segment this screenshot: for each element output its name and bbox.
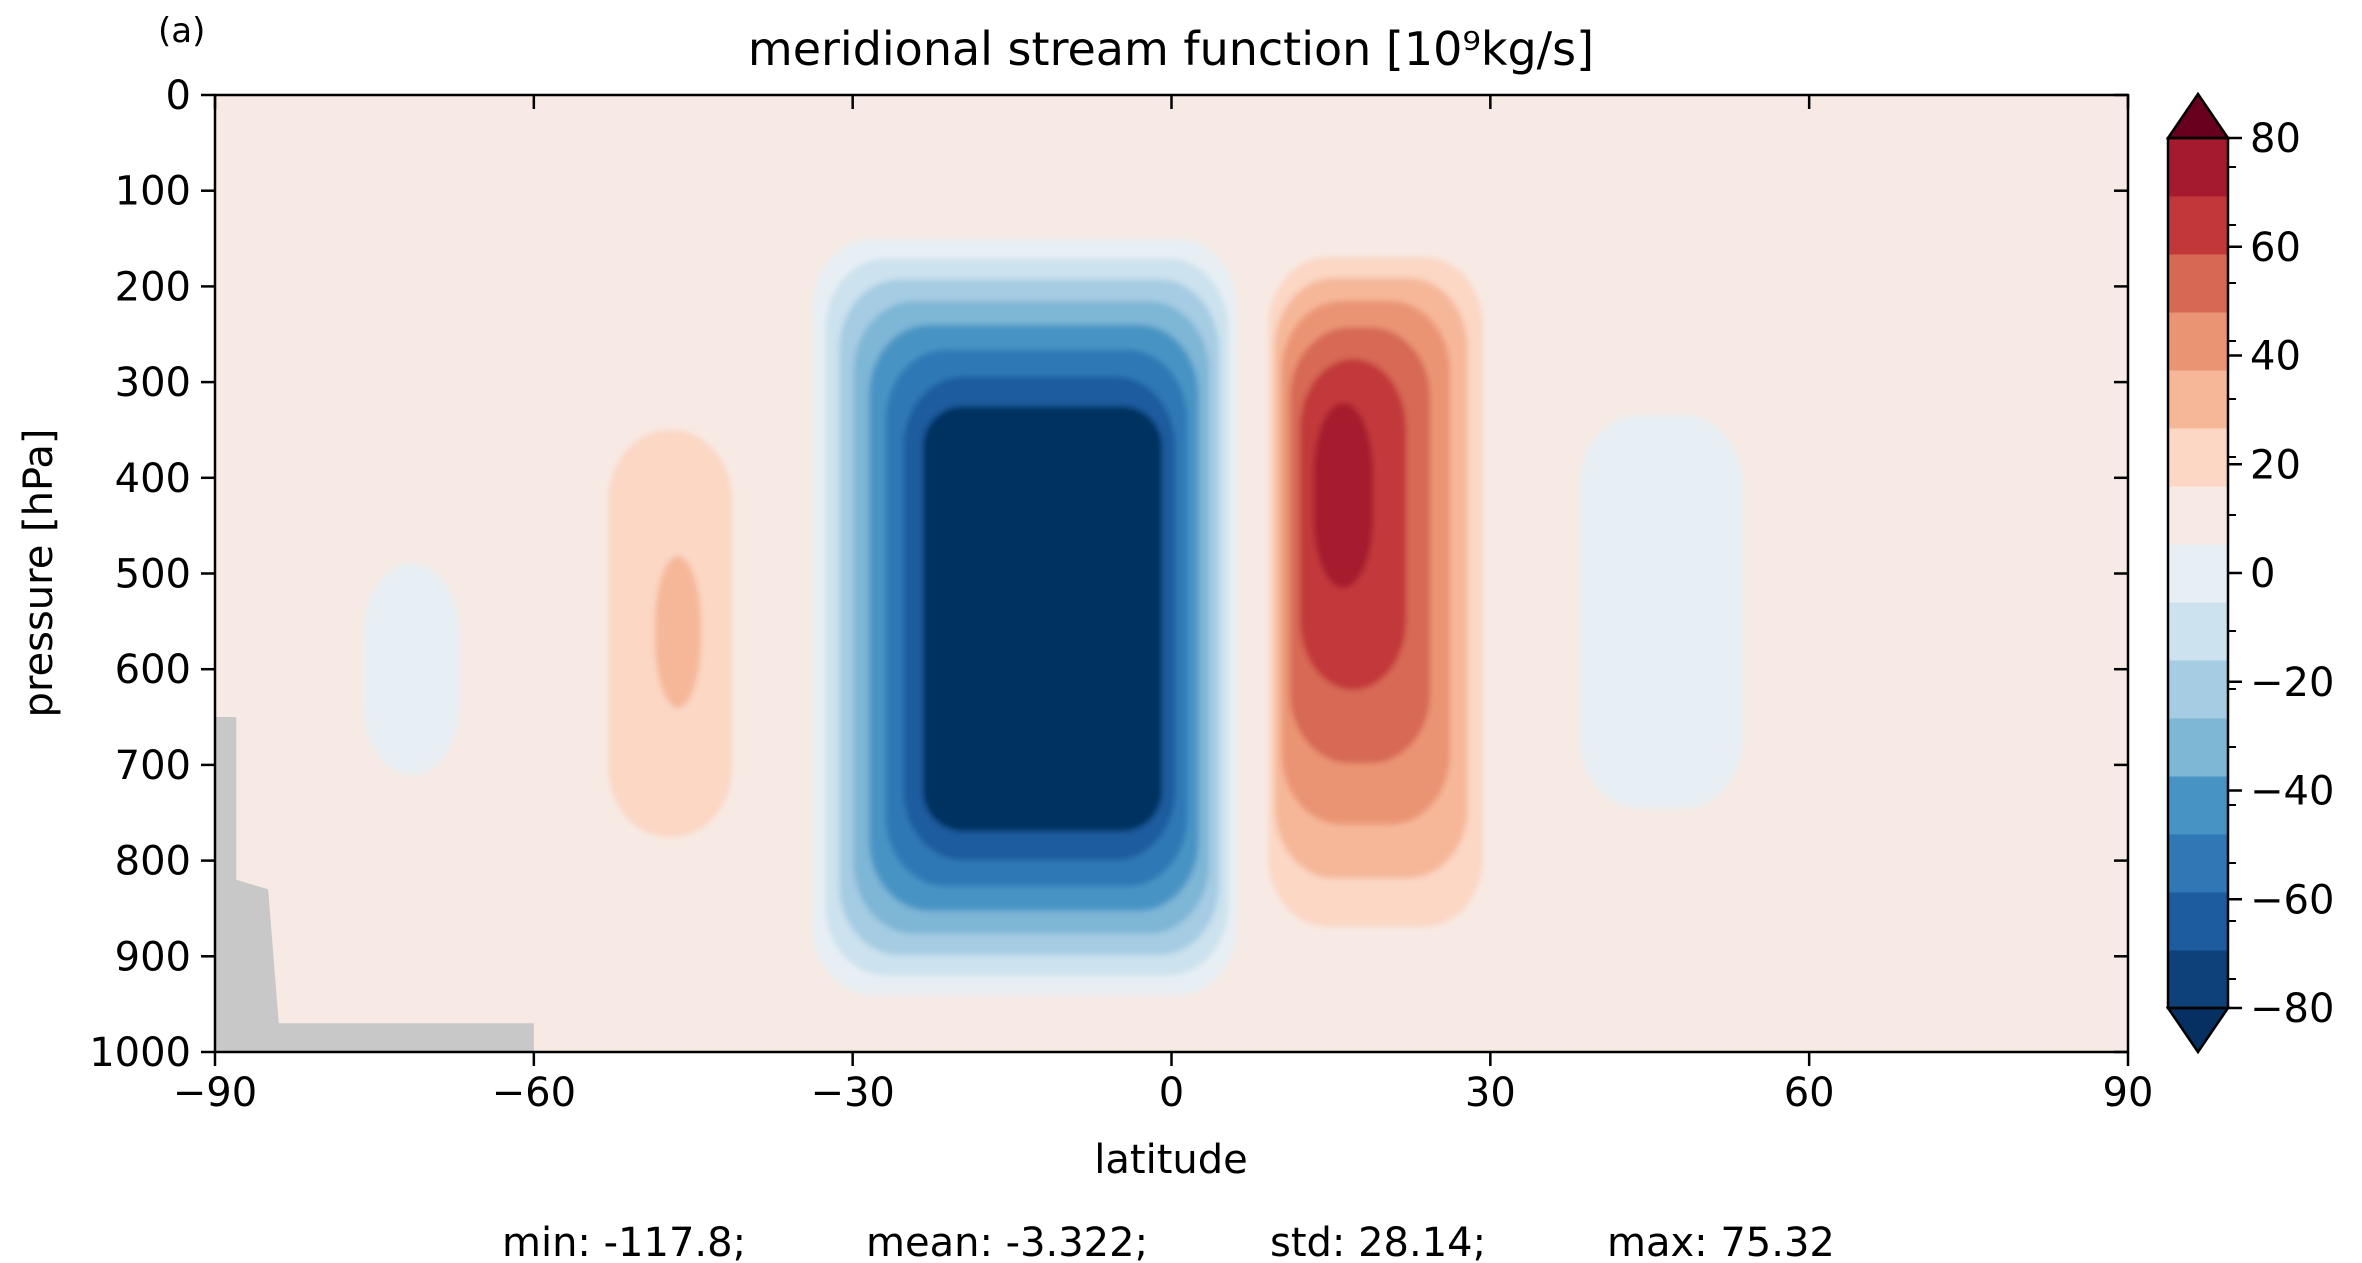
chart-title: meridional stream function [10⁹kg/s] bbox=[748, 22, 1594, 76]
cell-southern-hadley-negative bbox=[812, 238, 1238, 996]
y-tick-label: 1000 bbox=[89, 1030, 191, 1076]
colorbar-tick-label: 80 bbox=[2250, 116, 2301, 162]
colorbar-extend-high bbox=[2165, 91, 2231, 140]
colorbar-tick-label: 60 bbox=[2250, 225, 2301, 271]
contour-level-70 bbox=[1313, 402, 1373, 588]
colorbar-segment bbox=[2168, 254, 2228, 313]
x-tick-label: −30 bbox=[810, 1070, 894, 1116]
colorbar-segment bbox=[2168, 718, 2228, 777]
contour-level-10 bbox=[1862, 596, 1927, 857]
contour-level-30 bbox=[654, 555, 702, 708]
x-tick-label: 60 bbox=[1784, 1070, 1835, 1116]
colorbar-segment bbox=[2168, 950, 2228, 1009]
x-axis: −90 −60 −30 0 30 60 90 bbox=[173, 95, 2154, 1116]
colorbar-segment bbox=[2168, 428, 2228, 487]
y-axis: 0 100 200 300 400 500 600 700 800 900 1000 bbox=[89, 73, 2128, 1076]
x-tick-label: 30 bbox=[1465, 1070, 1516, 1116]
y-tick-label: 600 bbox=[115, 647, 191, 693]
stat-max: max: 75.32 bbox=[1607, 1220, 1835, 1263]
cell-southern-ferrel-positive bbox=[578, 350, 752, 920]
topography-mask bbox=[215, 717, 534, 1052]
contour-layer bbox=[215, 237, 1927, 1052]
x-axis-label: latitude bbox=[1094, 1137, 1247, 1183]
colorbar: 80 60 40 20 0 −20 −40 −60 −80 bbox=[2165, 91, 2334, 1055]
x-tick-label: −60 bbox=[492, 1070, 576, 1116]
cell-northern-ferrel-negative bbox=[1579, 414, 1743, 809]
colorbar-segment bbox=[2168, 370, 2228, 429]
colorbar-segment bbox=[2168, 660, 2228, 719]
colorbar-extend-low bbox=[2165, 1006, 2231, 1055]
y-axis-label: pressure [hPa] bbox=[16, 429, 62, 718]
colorbar-segment bbox=[2168, 138, 2228, 197]
y-tick-label: 700 bbox=[115, 743, 191, 789]
colorbar-segment bbox=[2168, 776, 2228, 835]
colorbar-tick-label: −40 bbox=[2250, 769, 2334, 815]
colorbar-segment bbox=[2168, 312, 2228, 371]
contour-level--10 bbox=[363, 563, 460, 775]
colorbar-segment bbox=[2168, 892, 2228, 951]
cell-southern-polar-negative bbox=[363, 563, 460, 775]
y-tick-label: 900 bbox=[115, 934, 191, 980]
colorbar-tick-label: 40 bbox=[2250, 334, 2301, 380]
y-tick-label: 500 bbox=[115, 552, 191, 598]
colorbar-segment bbox=[2168, 544, 2228, 603]
plot-area bbox=[213, 93, 2130, 1054]
colorbar-tick-label: −80 bbox=[2250, 986, 2334, 1032]
cell-northern-hadley-positive bbox=[1262, 237, 1498, 972]
colorbar-segment bbox=[2168, 196, 2228, 255]
y-tick-label: 400 bbox=[115, 456, 191, 502]
y-tick-label: 100 bbox=[115, 169, 191, 215]
colorbar-segment bbox=[2168, 486, 2228, 545]
stat-min: min: -117.8; bbox=[502, 1220, 746, 1263]
cell-northern-polar-positive bbox=[1862, 596, 1927, 857]
y-tick-label: 0 bbox=[166, 73, 191, 119]
y-tick-label: 200 bbox=[115, 264, 191, 310]
colorbar-tick-label: −60 bbox=[2250, 877, 2334, 923]
contour-core bbox=[923, 406, 1162, 832]
x-tick-label: −90 bbox=[173, 1070, 257, 1116]
x-tick-label: 0 bbox=[1159, 1070, 1184, 1116]
colorbar-tick-label: 0 bbox=[2250, 551, 2275, 597]
colorbar-segment bbox=[2168, 602, 2228, 661]
contour-level--10 bbox=[1579, 414, 1743, 809]
x-tick-label: 90 bbox=[2103, 1070, 2154, 1116]
stat-mean: mean: -3.322; bbox=[866, 1220, 1148, 1263]
stat-std: std: 28.14; bbox=[1270, 1220, 1486, 1263]
y-tick-label: 800 bbox=[115, 839, 191, 885]
panel-label: (a) bbox=[158, 11, 205, 51]
y-tick-label: 300 bbox=[115, 360, 191, 406]
colorbar-segment bbox=[2168, 834, 2228, 893]
colorbar-tick-label: 20 bbox=[2250, 442, 2301, 488]
colorbar-tick-label: −20 bbox=[2250, 660, 2334, 706]
